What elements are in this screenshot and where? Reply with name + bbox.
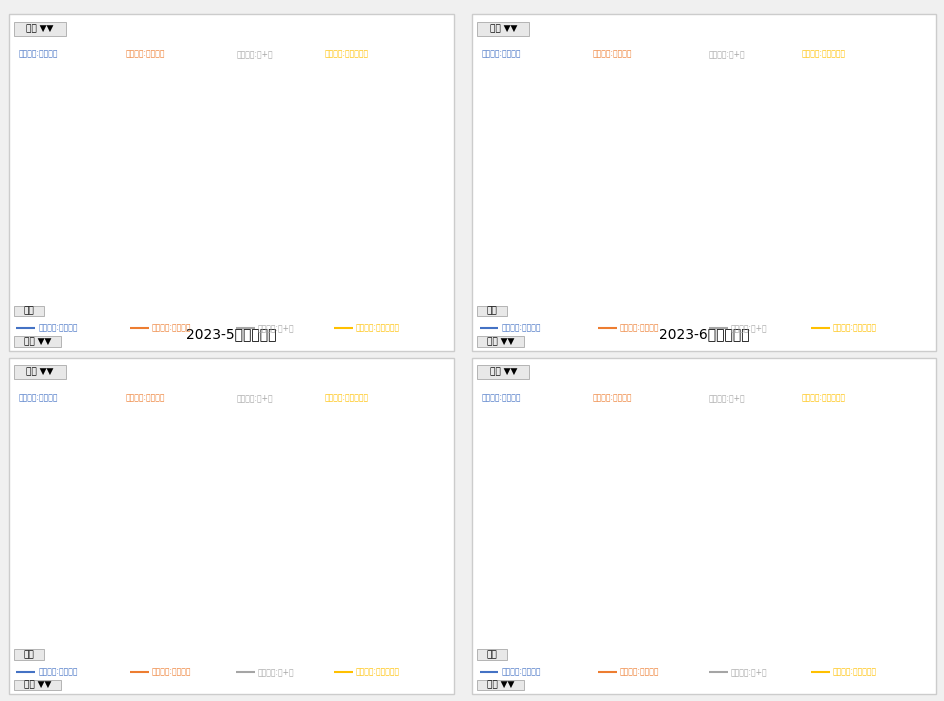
Text: 平均值域:直调用电: 平均值域:直调用电 xyxy=(38,324,77,332)
Text: 平均值域:山西总外送: 平均值域:山西总外送 xyxy=(801,393,845,402)
Text: 平均值域:风+光: 平均值域:风+光 xyxy=(258,667,295,676)
Text: 平均值域:风+光: 平均值域:风+光 xyxy=(730,667,767,676)
Text: 平均值域:山西总外送: 平均值域:山西总外送 xyxy=(832,667,875,676)
Text: 2023-6月分时对比: 2023-6月分时对比 xyxy=(658,327,749,341)
Text: 数值: 数值 xyxy=(24,650,35,659)
Text: 平均值域:风+光: 平均值域:风+光 xyxy=(730,324,767,332)
Text: 年月 ▼▼: 年月 ▼▼ xyxy=(26,25,54,33)
Text: 平均值域:直调用电: 平均值域:直调用电 xyxy=(38,667,77,676)
Text: 2023-5月分时对比: 2023-5月分时对比 xyxy=(186,327,277,341)
Text: 平均值域:直调用电: 平均值域:直调用电 xyxy=(481,393,521,402)
Text: 平均值域:竞价空间: 平均值域:竞价空间 xyxy=(593,393,632,402)
Text: 平均值域:竞价空间: 平均值域:竞价空间 xyxy=(151,667,191,676)
Text: 平均值域:风+光: 平均值域:风+光 xyxy=(236,393,273,402)
Text: 平均值域:直调用电: 平均值域:直调用电 xyxy=(481,50,521,58)
Text: 小时 ▼▼: 小时 ▼▼ xyxy=(25,337,51,346)
Text: 平均值域:竞价空间: 平均值域:竞价空间 xyxy=(151,324,191,332)
Text: 平均值域:直调用电: 平均值域:直调用电 xyxy=(500,324,540,332)
Text: 平均值域:竞价空间: 平均值域:竞价空间 xyxy=(125,50,164,58)
Text: 平均值域:直调用电: 平均值域:直调用电 xyxy=(500,667,540,676)
Text: 平均值域:风+光: 平均值域:风+光 xyxy=(236,50,273,58)
Text: 平均值域:竞价空间: 平均值域:竞价空间 xyxy=(618,324,658,332)
Text: 小时 ▼▼: 小时 ▼▼ xyxy=(487,337,514,346)
Text: 小时 ▼▼: 小时 ▼▼ xyxy=(487,681,514,690)
Text: 平均值域:山西总外送: 平均值域:山西总外送 xyxy=(325,50,369,58)
Text: 数值: 数值 xyxy=(24,306,35,315)
Text: 年月 ▼▼: 年月 ▼▼ xyxy=(26,368,54,376)
Text: 平均值域:山西总外送: 平均值域:山西总外送 xyxy=(355,667,399,676)
Text: 平均值域:直调用电: 平均值域:直调用电 xyxy=(19,393,58,402)
Text: 平均值域:直调用电: 平均值域:直调用电 xyxy=(19,50,58,58)
Text: 平均值域:山西总外送: 平均值域:山西总外送 xyxy=(832,324,875,332)
Text: 平均值域:风+光: 平均值域:风+光 xyxy=(258,324,295,332)
Text: 年月 ▼▼: 年月 ▼▼ xyxy=(489,368,516,376)
Text: 数值: 数值 xyxy=(486,306,497,315)
Text: 平均值域:山西总外送: 平均值域:山西总外送 xyxy=(355,324,399,332)
Text: 平均值域:山西总外送: 平均值域:山西总外送 xyxy=(801,50,845,58)
Text: 数值: 数值 xyxy=(486,650,497,659)
Text: 平均值域:竞价空间: 平均值域:竞价空间 xyxy=(593,50,632,58)
Text: 平均值域:山西总外送: 平均值域:山西总外送 xyxy=(325,393,369,402)
Text: 年月 ▼▼: 年月 ▼▼ xyxy=(489,25,516,33)
Text: 平均值域:竞价空间: 平均值域:竞价空间 xyxy=(618,667,658,676)
Text: 平均值域:风+光: 平均值域:风+光 xyxy=(708,50,745,58)
Text: 平均值域:竞价空间: 平均值域:竞价空间 xyxy=(125,393,164,402)
Text: 平均值域:风+光: 平均值域:风+光 xyxy=(708,393,745,402)
Text: 小时 ▼▼: 小时 ▼▼ xyxy=(25,681,51,690)
